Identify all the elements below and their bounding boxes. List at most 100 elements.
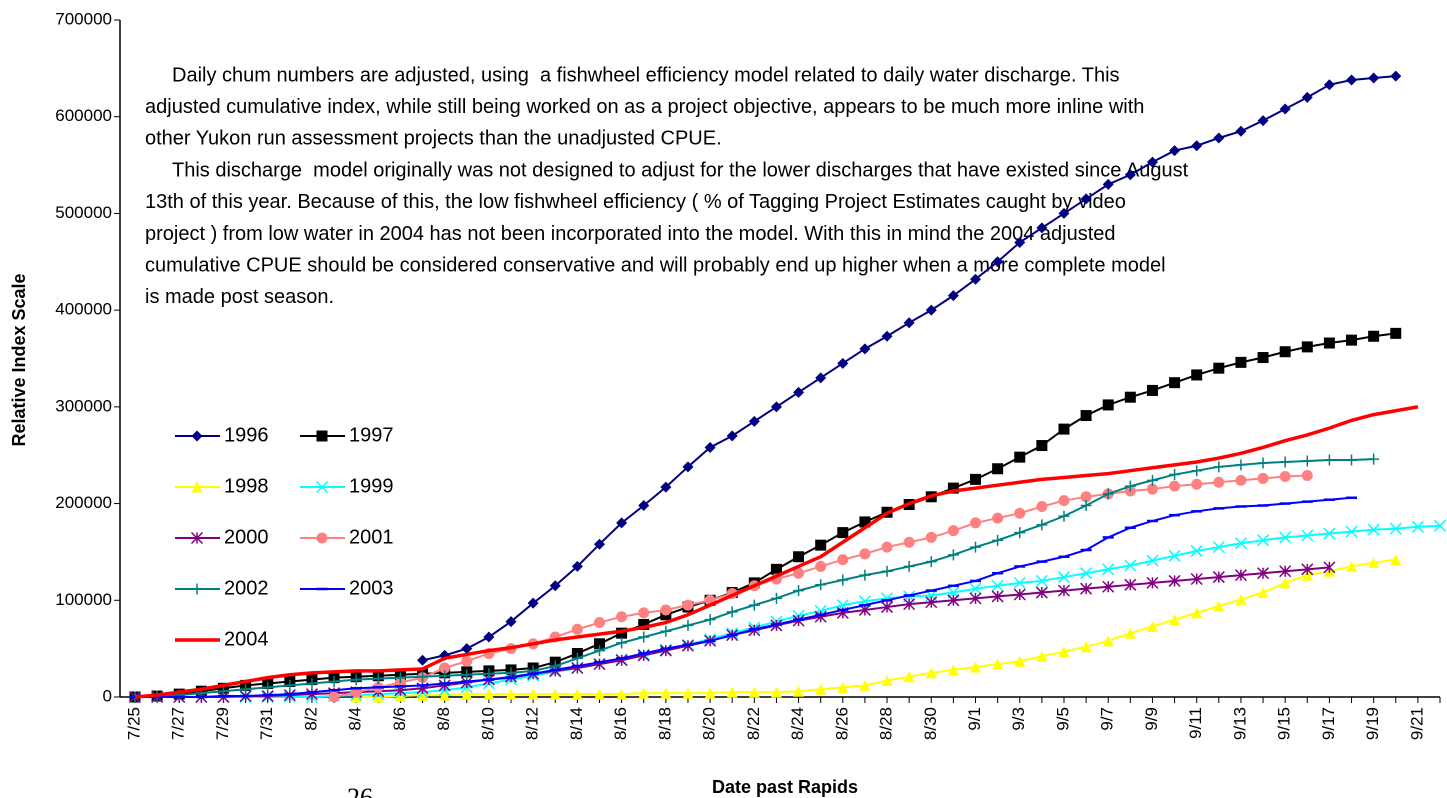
legend-marker xyxy=(191,481,203,493)
annotation-line: project ) from low water in 2004 has not… xyxy=(145,223,1116,245)
marker xyxy=(1279,103,1291,115)
marker xyxy=(992,658,1004,670)
marker xyxy=(859,343,871,355)
marker xyxy=(439,689,451,701)
marker xyxy=(660,687,672,699)
marker xyxy=(262,681,274,693)
marker xyxy=(1190,572,1203,586)
marker xyxy=(593,658,606,671)
marker xyxy=(1035,574,1048,587)
marker xyxy=(1235,474,1247,486)
marker xyxy=(992,512,1004,524)
marker xyxy=(947,525,959,537)
marker xyxy=(1323,79,1335,91)
x-tick-label: 7/27 xyxy=(169,707,188,740)
marker xyxy=(1080,193,1092,205)
marker xyxy=(1257,587,1269,599)
legend-label: 1998 xyxy=(224,475,269,497)
marker xyxy=(947,290,959,302)
marker xyxy=(748,415,760,427)
marker xyxy=(571,652,583,664)
marker xyxy=(1058,207,1070,219)
marker xyxy=(1301,529,1314,542)
legend-marker xyxy=(316,532,328,544)
marker xyxy=(1433,519,1447,532)
marker xyxy=(815,539,827,551)
y-tick-label: 600000 xyxy=(55,106,112,125)
x-tick-label: 7/25 xyxy=(124,707,143,740)
marker xyxy=(1102,399,1114,411)
marker xyxy=(748,599,760,611)
marker xyxy=(1169,614,1181,626)
marker xyxy=(970,473,982,485)
marker xyxy=(1279,565,1292,578)
y-tick-label: 200000 xyxy=(55,493,112,512)
marker xyxy=(638,618,650,630)
marker xyxy=(1036,440,1048,452)
marker xyxy=(793,551,805,563)
x-tick-label: 9/13 xyxy=(1230,707,1249,740)
marker xyxy=(1168,574,1181,587)
marker xyxy=(638,500,650,512)
marker xyxy=(461,688,473,700)
x-tick-label: 8/30 xyxy=(921,707,940,740)
marker xyxy=(770,592,782,604)
marker xyxy=(1102,178,1114,190)
marker xyxy=(793,567,805,579)
marker xyxy=(1124,559,1137,572)
marker xyxy=(992,256,1004,268)
marker xyxy=(970,273,982,285)
x-tick-label: 8/2 xyxy=(301,707,320,731)
marker xyxy=(1368,330,1380,342)
y-tick-label: 400000 xyxy=(55,300,112,319)
marker xyxy=(1301,563,1314,576)
marker xyxy=(1257,567,1270,580)
marker xyxy=(638,687,650,699)
marker xyxy=(991,579,1004,592)
series-line xyxy=(356,558,1396,698)
marker xyxy=(593,688,605,700)
legend-label: 2002 xyxy=(224,577,269,599)
marker xyxy=(1389,522,1402,535)
marker xyxy=(549,580,561,592)
marker xyxy=(815,579,827,591)
x-tick-label: 8/22 xyxy=(744,707,763,740)
marker xyxy=(439,670,451,682)
x-tick-label: 9/7 xyxy=(1098,707,1117,731)
marker xyxy=(1301,341,1313,353)
marker xyxy=(1169,480,1181,492)
marker xyxy=(1146,554,1159,567)
marker xyxy=(438,679,451,692)
marker xyxy=(571,623,583,635)
y-tick-label: 700000 xyxy=(55,9,112,28)
marker xyxy=(505,688,517,700)
marker xyxy=(1169,145,1181,157)
annotation-line: adjusted cumulative index, while still b… xyxy=(145,96,1144,118)
marker xyxy=(881,330,893,342)
marker xyxy=(417,671,429,683)
marker xyxy=(925,531,937,543)
marker xyxy=(417,654,429,666)
marker xyxy=(439,662,451,674)
marker xyxy=(992,534,1004,546)
marker xyxy=(925,556,937,568)
marker xyxy=(306,677,318,689)
marker xyxy=(1346,334,1358,346)
marker xyxy=(837,681,849,693)
marker xyxy=(1124,169,1136,181)
page-number: 26 xyxy=(347,783,373,798)
legend-label: 2000 xyxy=(224,526,269,548)
marker xyxy=(571,688,583,700)
marker xyxy=(1013,588,1026,601)
marker xyxy=(1323,454,1335,466)
marker xyxy=(593,645,605,657)
marker xyxy=(1257,352,1269,364)
x-tick-label: 9/5 xyxy=(1053,707,1072,731)
marker xyxy=(903,560,915,572)
marker xyxy=(1234,537,1247,550)
y-axis-title: Relative Index Scale xyxy=(9,273,29,446)
marker xyxy=(1279,456,1291,468)
marker xyxy=(881,675,893,687)
marker xyxy=(770,563,782,575)
